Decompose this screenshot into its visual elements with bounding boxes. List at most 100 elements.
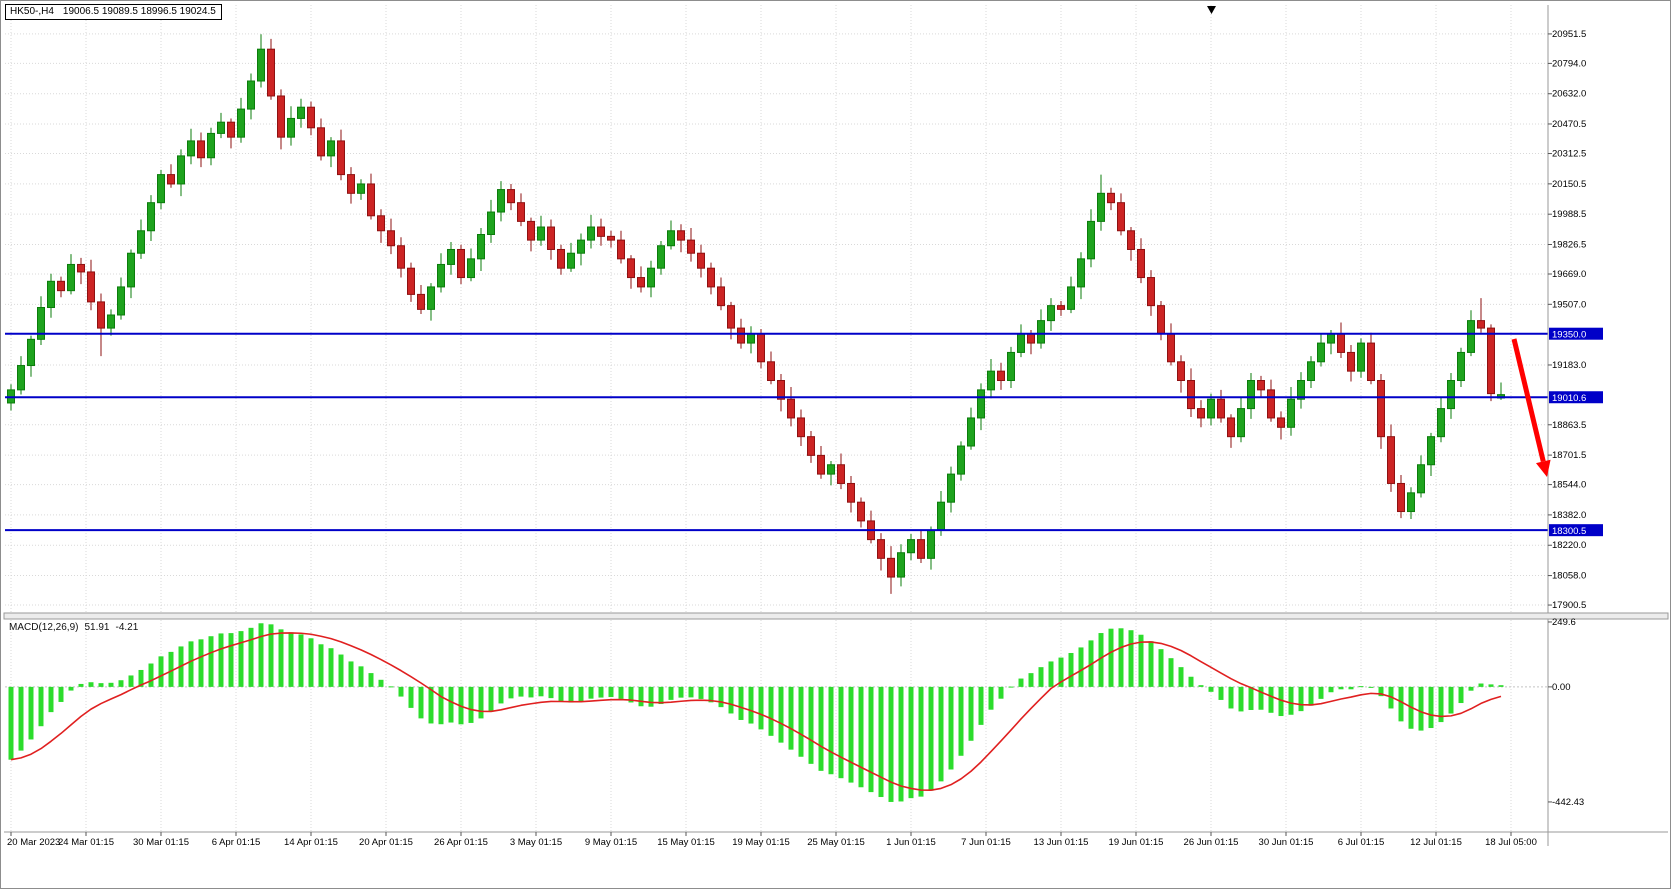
annotations[interactable] <box>1207 6 1551 477</box>
macd-bar <box>1258 686 1264 710</box>
price-tick-label: 20150.5 <box>1552 179 1586 190</box>
macd-bar <box>508 686 514 699</box>
candle-down <box>1367 342 1375 382</box>
macd-bar <box>648 686 654 707</box>
price-tick-label: 17900.5 <box>1552 600 1586 611</box>
macd-bar <box>1358 686 1364 688</box>
trend-arrow-shaft[interactable] <box>1511 338 1546 463</box>
macd-value-main: 51.91 <box>84 622 110 633</box>
candle-up <box>27 338 35 367</box>
candle-down <box>727 305 735 329</box>
candle-up <box>257 48 265 82</box>
macd-bar <box>78 683 84 687</box>
macd-bar <box>878 686 884 798</box>
macd-bar <box>1268 686 1274 713</box>
candle-down <box>737 327 745 344</box>
candle-up <box>1457 351 1465 382</box>
candle-down <box>637 277 645 288</box>
macd-bar <box>968 686 974 741</box>
date-label: 20 Mar 2023 <box>7 837 60 848</box>
candle-down <box>457 248 465 279</box>
signal-line-path <box>10 632 1502 791</box>
macd-bar <box>958 686 964 756</box>
macd-bar <box>988 686 994 710</box>
price-axis[interactable]: 20951.5 20794.0 20632.0 20470.5 20312.5 20150… <box>1548 29 1603 808</box>
symbol-period-label: HK50-,H4 <box>10 6 54 17</box>
macd-bar <box>1028 673 1034 687</box>
price-tick-label: 19669.0 <box>1552 269 1586 280</box>
candle-down <box>597 226 605 237</box>
macd-bar <box>1458 686 1464 704</box>
candle-up <box>357 183 365 194</box>
macd-bar <box>1038 667 1044 687</box>
candle-down <box>1277 417 1285 428</box>
candle-down <box>387 230 395 247</box>
macd-bar <box>608 686 614 698</box>
macd-bar <box>1308 686 1314 706</box>
macd-bar <box>1048 661 1054 687</box>
macd-bar <box>28 686 34 740</box>
candle-up <box>237 108 245 138</box>
date-label: 25 May 01:15 <box>807 837 865 848</box>
macd-bar <box>668 686 674 700</box>
macd-bar <box>278 629 284 687</box>
macd-bar <box>438 686 444 725</box>
date-label: 6 Jul 01:15 <box>1338 837 1384 848</box>
horizontal-level-lines[interactable] <box>5 332 1548 532</box>
macd-bar <box>318 644 324 687</box>
macd-bar <box>538 686 544 697</box>
macd-bar <box>1478 683 1484 687</box>
date-label: 12 Jul 01:15 <box>1410 837 1462 848</box>
candle-up <box>447 248 455 265</box>
candle-down <box>267 48 275 97</box>
macd-bar <box>998 686 1004 699</box>
candle-down <box>97 301 105 329</box>
date-label: 24 Mar 01:15 <box>58 837 114 848</box>
candle-up <box>1007 351 1015 382</box>
macd-bar <box>1138 634 1144 687</box>
candle-down <box>1197 408 1205 419</box>
macd-signal-line <box>10 632 1502 791</box>
price-level-badge-label: 18300.5 <box>1552 526 1586 537</box>
candle-down <box>1347 351 1355 372</box>
macd-bar <box>838 686 844 779</box>
candle-up <box>1417 464 1425 494</box>
candle-up <box>1017 333 1025 353</box>
macd-tick-label: 249.6 <box>1552 617 1576 628</box>
candle-down <box>1187 380 1195 410</box>
date-label: 19 May 01:15 <box>732 837 790 848</box>
candle-up <box>1467 320 1475 353</box>
macd-bar <box>18 686 24 751</box>
candle-up <box>1447 380 1455 410</box>
candle-up <box>1307 361 1315 382</box>
macd-bar <box>1158 649 1164 687</box>
pane-splitter[interactable] <box>3 612 1669 620</box>
price-tick-label: 20312.5 <box>1552 149 1586 160</box>
macd-bar <box>1178 667 1184 687</box>
macd-bar <box>448 686 454 723</box>
macd-bar <box>1248 686 1254 710</box>
candle-down <box>797 417 805 438</box>
trend-arrow-head-icon[interactable] <box>1535 459 1551 477</box>
macd-bar <box>1278 686 1284 717</box>
macd-bar <box>268 624 274 687</box>
macd-bar <box>938 686 944 782</box>
macd-bar <box>868 686 874 793</box>
macd-bar <box>1288 686 1294 715</box>
candle-up <box>657 245 665 269</box>
candle-up <box>747 333 755 344</box>
candle-down <box>697 252 705 269</box>
macd-bar <box>188 641 194 687</box>
candle-down <box>1267 389 1275 419</box>
macd-bar <box>338 654 344 687</box>
macd-bar <box>148 663 154 687</box>
candle-down <box>1387 436 1395 484</box>
date-label: 18 Jul 05:00 <box>1485 837 1537 848</box>
macd-bar <box>1418 686 1424 731</box>
candle-down <box>887 557 895 578</box>
macd-bar <box>908 686 914 799</box>
macd-bar <box>928 686 934 791</box>
macd-indicator-label: MACD(12,26,9) 51.91 -4.21 <box>9 622 138 633</box>
